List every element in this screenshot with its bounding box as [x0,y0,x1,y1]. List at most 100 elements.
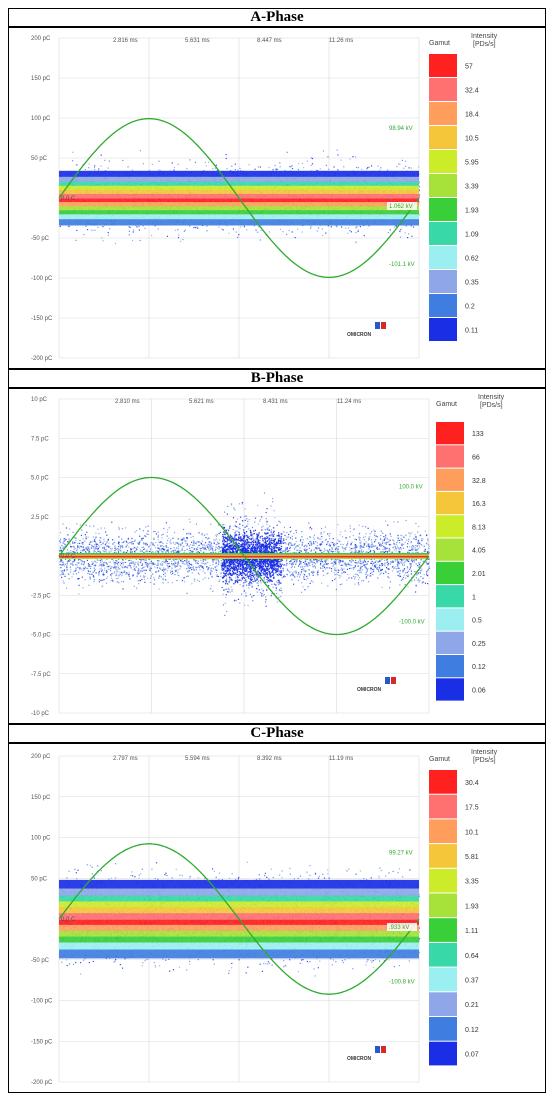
pd-dot [339,584,341,586]
gamut-swatch [429,318,457,341]
pd-dot [235,580,237,582]
pd-dot [221,586,223,589]
pd-dot [349,547,351,549]
pd-dot [189,159,191,161]
pd-dot [268,166,270,169]
pd-dot [61,545,63,547]
x-tick-label: 5.631 ms [185,38,210,44]
pd-dot [149,565,151,567]
pd-dot [282,537,285,540]
pd-dot [195,523,198,525]
pd-dot [253,224,256,227]
pd-dot [364,564,366,566]
pd-dot [100,165,102,167]
pd-dot [116,574,118,576]
pd-dot [304,561,306,563]
pd-dot [148,550,150,553]
pd-dot [72,160,74,162]
pd-dot [317,227,320,229]
pd-dot [419,542,421,544]
pd-dot [405,577,407,579]
pd-dot [340,226,343,228]
pd-dot [320,533,322,535]
pd-dot [334,579,336,581]
pd-dot [229,527,231,529]
pd-dot [386,541,388,543]
pd-dot [202,545,204,547]
pd-dot [360,567,362,569]
pd-dot [327,533,329,535]
pd-dot [187,571,189,573]
pd-dot [427,538,429,540]
pd-dot [398,567,400,569]
pd-dot [157,562,159,564]
pd-dot [211,570,213,573]
pd-dot [395,565,397,568]
pd-dot [157,531,159,533]
pd-dot [249,584,251,586]
pd-dot [316,544,318,547]
pd-dot [272,538,274,540]
pd-dot [279,560,281,562]
pd-dot [418,196,420,198]
pd-dot [298,162,300,165]
pd-dot [130,548,132,550]
pd-dot [250,576,252,578]
pd-dot [233,600,235,602]
pd-dot [239,602,241,604]
pd-dot [360,546,362,548]
pd-dot [72,573,75,575]
pd-dot [272,586,274,588]
pd-dot [155,533,157,535]
pd-dot [358,536,360,538]
pd-dot [372,568,374,571]
pd-dot [359,532,361,534]
pd-dot [129,542,131,544]
pd-dot [143,560,145,562]
pd-dot [371,571,373,574]
pd-dot [355,241,357,243]
pd-dot [303,576,305,578]
pd-dot [301,231,303,233]
gamut-swatch [429,174,457,197]
pd-dot [337,546,339,548]
pd-dot [387,572,390,575]
pd-dot [337,524,339,526]
pd-dot [106,576,109,578]
pd-dot [86,549,88,551]
pd-dot [144,227,146,230]
pd-dot [176,551,178,553]
pd-dot [406,571,409,574]
pd-dot [231,165,233,167]
pd-dot [373,566,376,568]
pd-dot [63,565,66,567]
pd-dot [289,549,291,552]
pd-dot [311,561,314,563]
pd-dot [377,561,379,564]
pd-dot [323,574,325,577]
pd-dot [63,582,65,584]
pd-dot [240,579,242,582]
pd-dot [161,547,163,550]
sine-trough-label: -101.1 kV [389,262,415,268]
pd-dot [65,526,68,529]
pd-dot [361,569,363,571]
pd-dot [355,156,357,158]
pd-dot [194,560,197,562]
pd-dot [360,543,362,545]
pd-dot [73,548,75,550]
pd-dot [206,533,208,535]
pd-dot [335,225,337,227]
pd-dot [145,536,147,538]
pd-dot [222,604,225,606]
pd-dot [286,536,288,538]
pd-dot [104,543,107,546]
pd-dot [427,543,429,546]
pd-dot [177,560,180,563]
pd-dot [248,164,250,166]
pd-dot [393,226,396,228]
pd-dot [122,562,124,564]
pd-dot [117,563,119,565]
pd-dot [146,551,148,553]
pd-dot [296,575,299,578]
